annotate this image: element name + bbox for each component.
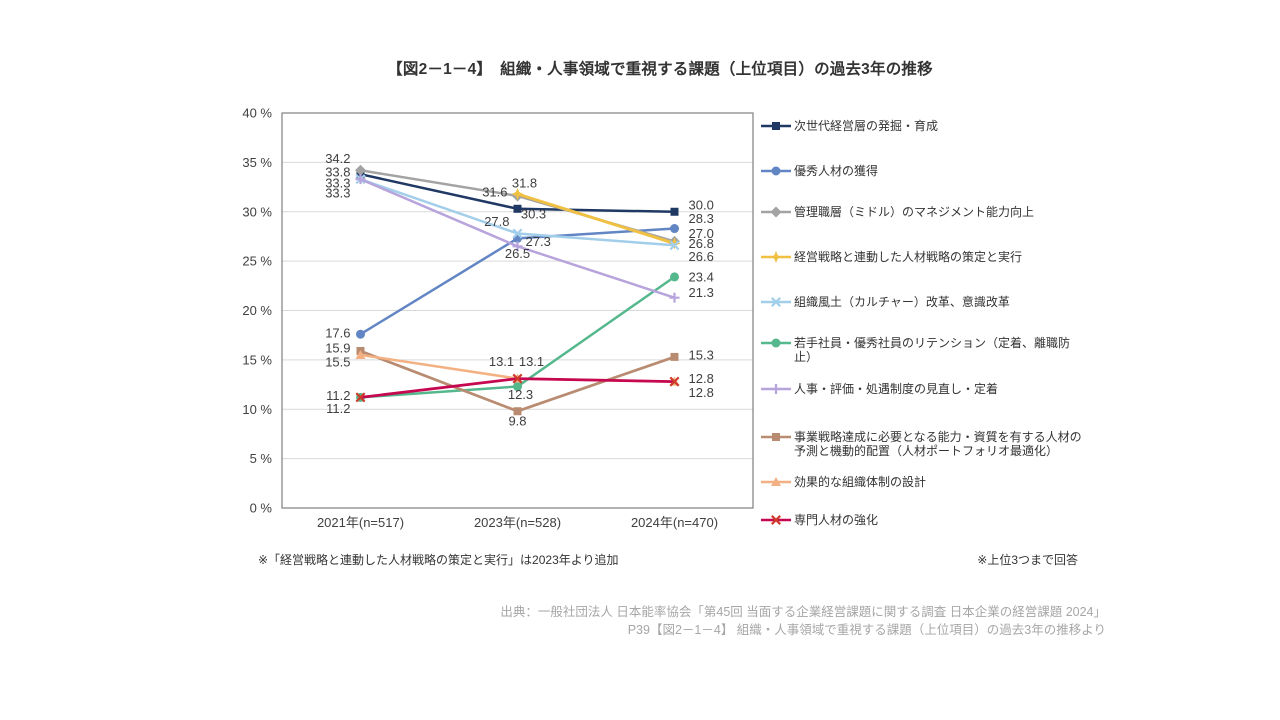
legend-label: 若手社員・優秀社員のリテンション（定着、離職防止） xyxy=(794,336,1071,364)
legend-marker-icon xyxy=(761,433,791,441)
series-5: 11.2 12.3 23.4 xyxy=(326,269,714,415)
point-label: 13.1 xyxy=(519,354,544,369)
source-line-1: 出典：一般社団法人 日本能率協会「第45回 当面する企業経営課題に関する調査 日… xyxy=(500,605,1106,619)
point-label: 23.4 xyxy=(689,269,714,284)
legend-marker-icon xyxy=(761,477,791,486)
y-tick-label: 35 % xyxy=(242,155,272,170)
point-label: 33.3 xyxy=(325,186,350,201)
legend-item-2: 管理職層（ミドル）のマネジメント能力向上 xyxy=(761,205,1083,219)
point-label: 12.8 xyxy=(689,371,714,386)
series-7: 15.9 9.8 15.3 xyxy=(325,340,714,428)
point-label: 27.0 xyxy=(689,226,714,241)
legend-item-4: 組織風土（カルチャー）改革、意識改革 xyxy=(761,295,1083,309)
legend-marker-icon xyxy=(761,122,791,130)
series-3: 31.8 26.8 xyxy=(511,175,714,251)
point-label: 15.5 xyxy=(325,354,350,369)
x-category-label: 2021年(n=517) xyxy=(317,515,404,530)
point-label: 15.3 xyxy=(689,347,714,362)
legend-item-6: 人事・評価・処遇制度の見直し・定着 xyxy=(761,382,1083,396)
legend-marker-icon xyxy=(761,515,791,525)
legend-marker-icon xyxy=(761,338,791,348)
source-citation: 出典：一般社団法人 日本能率協会「第45回 当面する企業経営課題に関する調査 日… xyxy=(500,603,1106,639)
point-label: 30.3 xyxy=(521,206,546,221)
point-label: 17.6 xyxy=(325,326,350,341)
legend-label: 事業戦略達成に必要となる能力・資質を有する人材の予測と機動的配置（人材ポートフォ… xyxy=(794,430,1082,458)
series-6: 33.3 26.5 21.3 xyxy=(325,174,714,303)
point-label: 27.3 xyxy=(526,234,551,249)
legend-marker-icon xyxy=(761,166,791,176)
legend-item-9: 専門人材の強化 xyxy=(761,513,1083,527)
y-tick-label: 15 % xyxy=(242,352,272,367)
footnote-right: ※上位3つまで回答 xyxy=(977,553,1078,567)
point-label: 9.8 xyxy=(508,414,526,429)
series-9: 11.2 13.1 12.8 xyxy=(326,354,714,403)
x-category-label: 2023年(n=528) xyxy=(474,515,561,530)
legend-item-3: 経営戦略と連動した人材戦略の策定と実行 xyxy=(761,250,1083,264)
point-label: 11.2 xyxy=(326,401,350,416)
point-label: 26.8 xyxy=(689,236,714,251)
legend-item-8: 効果的な組織体制の設計 xyxy=(761,475,1083,489)
y-tick-label: 10 % xyxy=(242,402,272,417)
point-label: 34.2 xyxy=(325,151,350,166)
point-label: 33.3 xyxy=(325,176,350,191)
y-tick-label: 0 % xyxy=(250,501,273,516)
y-tick-label: 20 % xyxy=(242,303,272,318)
point-label: 15.9 xyxy=(325,340,350,355)
chart-title: 【図2－1－4】 組織・人事領域で重視する課題（上位項目）の過去3年の推移 xyxy=(387,61,933,78)
footnote-left: ※「経営戦略と連動した人材戦略の策定と実行」は2023年より追加 xyxy=(258,553,619,567)
series-1: 17.6 27.3 28.3 xyxy=(325,211,714,341)
legend-marker-icon xyxy=(761,251,791,263)
point-label: 31.6 xyxy=(482,184,507,199)
point-label: 30.0 xyxy=(689,197,714,212)
y-tick-label: 25 % xyxy=(242,254,272,269)
point-label: 13.1 xyxy=(489,354,514,369)
point-label: 33.8 xyxy=(325,165,350,180)
series-line xyxy=(516,192,676,245)
legend-label: 組織風土（カルチャー）改革、意識改革 xyxy=(794,295,1010,309)
legend-item-1: 優秀人材の獲得 xyxy=(761,164,1083,178)
chart-legend: 次世代経営層の発掘・育成 優秀人材の獲得管理職層（ミドル）のマネジメント能力向上経… xyxy=(761,0,1091,560)
x-category-label: 2024年(n=470) xyxy=(631,515,718,530)
legend-item-7: 事業戦略達成に必要となる能力・資質を有する人材の予測と機動的配置（人材ポートフォ… xyxy=(761,430,1083,458)
gridlines: 0 % 5 % 10 % 15 % 20 % 25 % 30 % 35 % 40 % xyxy=(242,106,753,516)
plot-border xyxy=(281,112,754,509)
legend-label: 次世代経営層の発掘・育成 xyxy=(794,119,939,133)
legend-marker-icon xyxy=(761,206,791,218)
legend-marker-icon xyxy=(761,384,791,394)
y-tick-label: 5 % xyxy=(250,451,273,466)
point-label: 12.3 xyxy=(508,387,533,402)
legend-label: 経営戦略と連動した人材戦略の策定と実行 xyxy=(794,250,1023,264)
legend-label: 効果的な組織体制の設計 xyxy=(794,475,927,489)
legend-label: 優秀人材の獲得 xyxy=(794,164,879,178)
point-label: 21.3 xyxy=(689,285,714,300)
y-tick-label: 40 % xyxy=(242,106,272,121)
point-label: 27.8 xyxy=(484,214,509,229)
point-label: 31.8 xyxy=(512,175,537,190)
source-line-2: P39【図2－1－4】 組織・人事領域で重視する課題（上位項目）の過去3年の推移… xyxy=(627,623,1106,637)
point-label: 26.6 xyxy=(689,249,714,264)
legend-label: 管理職層（ミドル）のマネジメント能力向上 xyxy=(794,205,1035,219)
series-0: 33.8 30.3 30.0 xyxy=(325,165,714,222)
y-tick-label: 30 % xyxy=(242,204,272,219)
point-label: 28.3 xyxy=(689,211,714,226)
legend-label: 人事・評価・処遇制度の見直し・定着 xyxy=(794,382,999,396)
legend-item-5: 若手社員・優秀社員のリテンション（定着、離職防止） xyxy=(761,336,1083,364)
legend-item-0: 次世代経営層の発掘・育成 xyxy=(761,119,1083,133)
legend-label: 専門人材の強化 xyxy=(794,513,879,527)
point-label: 11.2 xyxy=(326,388,350,403)
point-label: 12.8 xyxy=(689,385,714,400)
legend-marker-icon xyxy=(761,297,791,307)
point-label: 26.5 xyxy=(505,246,530,261)
series-4: 33.3 27.8 26.6 xyxy=(325,174,714,264)
